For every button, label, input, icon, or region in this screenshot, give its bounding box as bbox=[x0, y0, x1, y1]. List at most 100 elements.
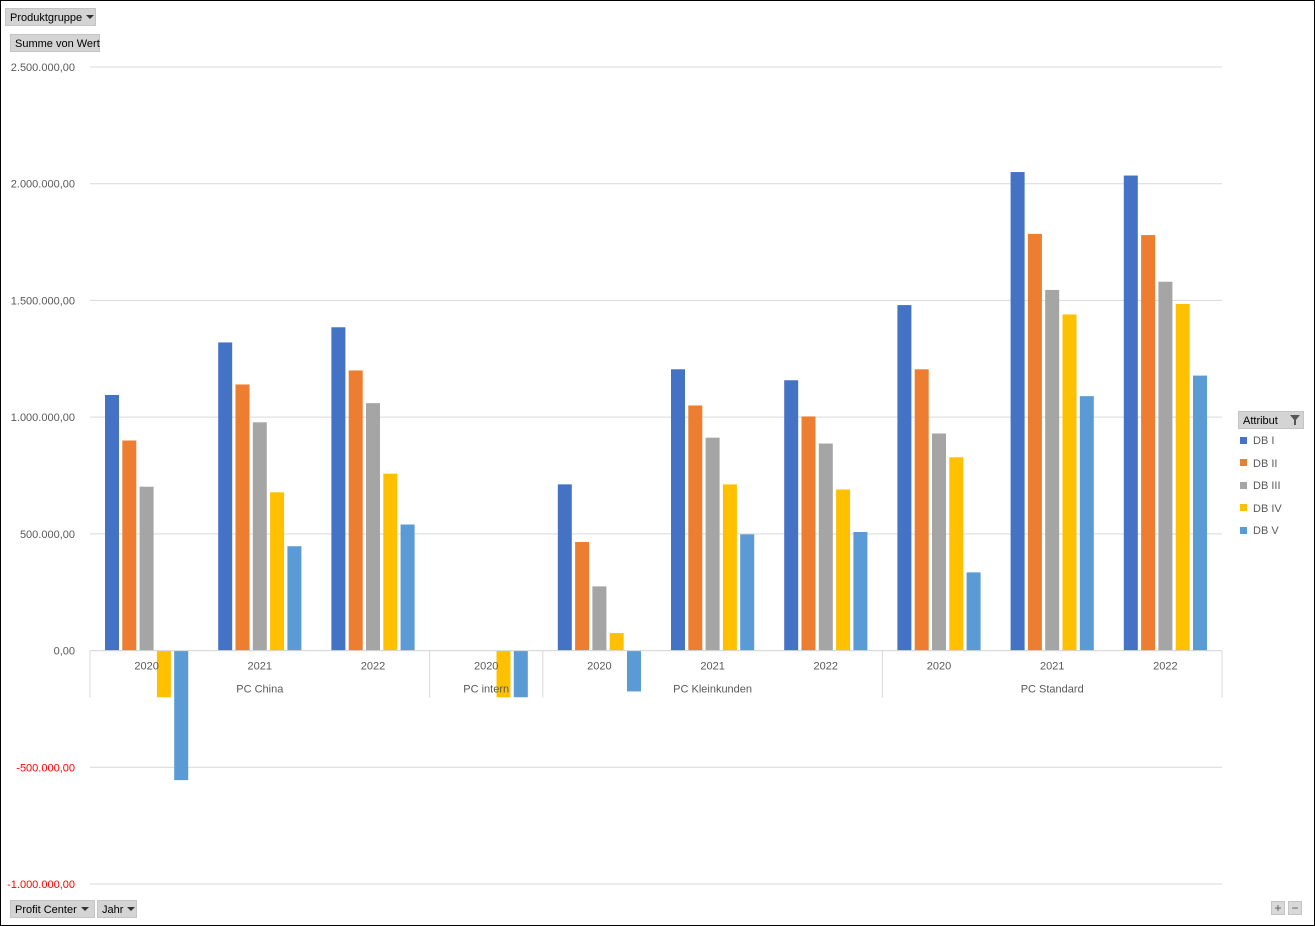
legend-item: DB III bbox=[1240, 478, 1281, 494]
bar-db-iv bbox=[722, 484, 737, 651]
attribut-filter-button[interactable]: Attribut bbox=[1238, 411, 1304, 429]
y-tick-label: 2.000.000,00 bbox=[11, 179, 75, 191]
minus-icon: − bbox=[1291, 901, 1299, 915]
y-tick-label: 2.500.000,00 bbox=[11, 62, 75, 74]
dropdown-arrow-icon bbox=[86, 15, 95, 20]
plus-icon: + bbox=[1274, 901, 1282, 915]
bar-db-v bbox=[1079, 396, 1094, 651]
legend-swatch bbox=[1240, 504, 1247, 512]
legend-swatch bbox=[1240, 481, 1247, 489]
bar-db-iii bbox=[932, 433, 946, 651]
y-tick-label: -1.000.000,00 bbox=[7, 879, 75, 891]
x-year-label: 2021 bbox=[248, 661, 272, 673]
bar-db-v bbox=[1193, 375, 1207, 651]
x-group-label: PC Standard bbox=[1021, 684, 1084, 696]
y-tick-label: 0,00 bbox=[54, 646, 75, 658]
bar-db-iii bbox=[818, 443, 833, 651]
bar-db-iii bbox=[366, 403, 380, 651]
legend-item: DB V bbox=[1240, 523, 1279, 539]
bar-db-iv bbox=[949, 457, 964, 651]
x-year-label: 2020 bbox=[134, 661, 158, 673]
bar-db-v bbox=[287, 546, 302, 651]
x-year-label: 2022 bbox=[814, 661, 838, 673]
legend-item: DB IV bbox=[1240, 501, 1282, 517]
bar-db-iii bbox=[705, 437, 720, 651]
bar-db-iii bbox=[1045, 289, 1060, 651]
x-year-label: 2020 bbox=[927, 661, 951, 673]
x-year-label: 2020 bbox=[587, 661, 611, 673]
legend-item: DB I bbox=[1240, 433, 1274, 449]
bar-db-iv bbox=[836, 489, 851, 651]
bar-db-i bbox=[331, 327, 346, 651]
bar-db-ii bbox=[348, 370, 363, 651]
bar-db-iv bbox=[383, 473, 398, 651]
bar-db-i bbox=[1010, 172, 1025, 651]
bar-db-iv bbox=[270, 492, 285, 651]
dropdown-arrow-icon bbox=[127, 907, 136, 912]
jahr-label: Jahr bbox=[102, 904, 124, 916]
bar-db-iv bbox=[609, 633, 624, 651]
y-tick-label: -500.000,00 bbox=[16, 762, 75, 774]
bar-db-i bbox=[784, 380, 799, 651]
x-year-label: 2021 bbox=[700, 661, 724, 673]
bar-db-ii bbox=[575, 542, 590, 651]
legend-label: DB V bbox=[1253, 525, 1279, 537]
bar-db-iv bbox=[1175, 303, 1190, 651]
bar-db-iv bbox=[156, 650, 171, 698]
y-tick-label: 1.000.000,00 bbox=[11, 412, 75, 424]
bar-db-v bbox=[853, 531, 868, 651]
values-field-label: Summe von Wert bbox=[15, 38, 100, 50]
legend-label: DB III bbox=[1253, 480, 1281, 492]
bar-db-i bbox=[1123, 175, 1138, 651]
bar-db-i bbox=[557, 484, 572, 651]
bar-db-ii bbox=[688, 405, 703, 651]
jahr-axis-button[interactable]: Jahr bbox=[97, 900, 137, 918]
legend-item: DB II bbox=[1240, 456, 1277, 472]
bar-db-iii bbox=[592, 586, 607, 651]
bar-db-ii bbox=[801, 416, 816, 651]
dropdown-arrow-icon bbox=[80, 907, 89, 912]
x-year-label: 2022 bbox=[361, 661, 385, 673]
bar-db-ii bbox=[122, 440, 137, 651]
profit-center-label: Profit Center bbox=[15, 904, 77, 916]
bar-db-iv bbox=[496, 650, 511, 698]
collapse-field-button[interactable]: − bbox=[1288, 901, 1302, 915]
x-year-label: 2021 bbox=[1040, 661, 1064, 673]
x-group-label: PC intern bbox=[463, 684, 509, 696]
bar-db-v bbox=[740, 534, 755, 651]
legend-label: DB I bbox=[1253, 435, 1275, 447]
produktgruppe-label: Produktgruppe bbox=[10, 12, 83, 24]
legend-title: Attribut bbox=[1243, 415, 1278, 427]
bar-db-i bbox=[671, 369, 685, 651]
x-year-label: 2020 bbox=[474, 661, 498, 673]
filter-funnel-icon bbox=[1290, 415, 1300, 421]
x-year-label: 2022 bbox=[1153, 661, 1177, 673]
bar-db-ii bbox=[1027, 233, 1042, 651]
x-group-label: PC China bbox=[236, 684, 284, 696]
bar-db-i bbox=[105, 394, 119, 651]
bar-db-iii bbox=[252, 422, 267, 651]
values-field-button[interactable]: Summe von Wert bbox=[10, 34, 100, 52]
legend-swatch bbox=[1240, 459, 1247, 467]
bar-db-v bbox=[513, 650, 528, 698]
bar-db-iii bbox=[139, 486, 154, 651]
legend-swatch bbox=[1240, 526, 1247, 534]
profit-center-axis-button[interactable]: Profit Center bbox=[10, 900, 95, 918]
expand-field-button[interactable]: + bbox=[1271, 901, 1285, 915]
bar-db-v bbox=[400, 524, 415, 651]
produktgruppe-filter-button[interactable]: Produktgruppe bbox=[5, 8, 96, 26]
y-tick-label: 1.500.000,00 bbox=[11, 295, 75, 307]
bar-db-ii bbox=[235, 384, 250, 651]
y-tick-label: 500.000,00 bbox=[20, 529, 75, 541]
bar-db-i bbox=[218, 342, 233, 651]
bar-db-iii bbox=[1158, 281, 1173, 651]
legend-swatch bbox=[1240, 436, 1247, 444]
filter-funnel-stem-icon bbox=[1294, 420, 1296, 425]
bar-db-iv bbox=[1062, 314, 1077, 651]
legend-label: DB II bbox=[1253, 457, 1278, 470]
bar-db-v bbox=[174, 650, 189, 781]
bar-db-i bbox=[897, 305, 912, 651]
legend-label: DB IV bbox=[1253, 502, 1282, 515]
bar-db-ii bbox=[914, 369, 929, 651]
